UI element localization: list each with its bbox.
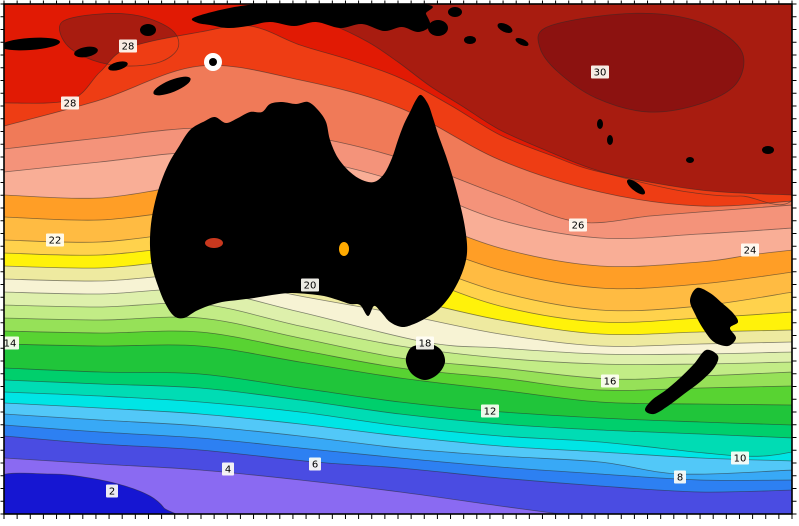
label-box: [416, 336, 434, 350]
label-box: [301, 278, 319, 292]
label-box: [106, 484, 118, 498]
contour-labels: 28 28 30 26 24 22 20 18 16 14 12 10 8 6 4 2: [4, 39, 759, 498]
isotherm-line-10: [4, 391, 792, 457]
label-box: [741, 243, 759, 257]
label-value: 30: [594, 68, 607, 79]
label-value: 6: [312, 460, 318, 471]
land-new-zealand-south-island: [644, 349, 719, 415]
label-value: 8: [677, 473, 683, 484]
land-new-zealand-north-island: [689, 287, 739, 347]
land-small-island-2: [108, 61, 128, 71]
contour-label-6: 6: [309, 457, 321, 471]
land-tasmania: [405, 343, 446, 380]
isotherm-line-17: [4, 302, 792, 365]
isotherm-line-8: [4, 413, 792, 475]
land-small-island-3: [140, 24, 156, 36]
label-box: [222, 462, 234, 476]
isotherm-line-7: [4, 424, 792, 481]
coldest-region: [4, 473, 177, 514]
ringed-island: [209, 58, 217, 66]
land-small-island-11: [607, 135, 613, 145]
land-small-island-5: [428, 20, 448, 36]
label-value: 2: [109, 487, 115, 498]
isotherm-line-12: [4, 367, 792, 426]
contour-label-30: 30: [591, 65, 609, 79]
contour-label-2: 2: [106, 484, 118, 498]
contour-label-10: 10: [731, 451, 749, 465]
below-2-outline: [4, 472, 178, 514]
contour-label-18: 18: [416, 336, 434, 350]
landmasses: [4, 4, 774, 415]
land-small-island-14: [686, 157, 694, 163]
contour-label-16: 16: [601, 374, 619, 388]
land-small-island-7: [464, 36, 476, 44]
isotherm-line-16: [4, 316, 792, 380]
isotherm-line-11: [4, 379, 792, 439]
isotherm-line-4: [4, 457, 561, 514]
label-value: 10: [734, 454, 747, 465]
contour-label-14: 14: [4, 336, 19, 350]
label-value: 24: [744, 246, 757, 257]
land-small-island-6: [448, 7, 462, 17]
label-box: [601, 374, 619, 388]
label-box: [731, 451, 749, 465]
contour-label-28: 28: [61, 96, 79, 110]
land-new-guinea: [191, 4, 433, 33]
contour-label-22: 22: [46, 233, 64, 247]
inland-lake-1: [205, 238, 223, 248]
label-value: 28: [64, 99, 77, 110]
label-value: 28: [122, 42, 135, 53]
label-value: 20: [304, 281, 317, 292]
land-australia: [149, 94, 468, 328]
label-value: 22: [49, 236, 62, 247]
contour-label-8: 8: [674, 470, 686, 484]
label-box: [4, 336, 19, 350]
land-small-island-9: [515, 37, 529, 47]
land-small-island-13: [762, 146, 774, 154]
land-small-island-4: [153, 76, 191, 96]
land-small-island-12: [626, 179, 646, 195]
isotherm-line-15: [4, 330, 792, 391]
label-box: [61, 96, 79, 110]
isotherm-line-6: [4, 435, 792, 493]
label-value: 18: [419, 339, 432, 350]
label-value: 12: [484, 407, 497, 418]
contour-label-20: 20: [301, 278, 319, 292]
label-box: [569, 218, 587, 232]
label-box: [119, 39, 137, 53]
label-box: [481, 404, 499, 418]
contour-label-4: 4: [222, 462, 234, 476]
label-value: 4: [225, 465, 231, 476]
maroon-above-30-outline: [537, 12, 745, 113]
maroon-above-30: [537, 13, 744, 113]
contour-label-26: 26: [569, 218, 587, 232]
isotherm-line-9: [4, 402, 792, 462]
label-box: [46, 233, 64, 247]
label-value: 16: [604, 377, 617, 388]
land-small-island-10: [597, 119, 603, 129]
land-small-island-0: [4, 37, 60, 51]
label-value: 26: [572, 221, 585, 232]
below-2: [4, 473, 177, 514]
label-value: 14: [4, 339, 17, 350]
inland-lake-0: [339, 242, 349, 256]
contour-label-28: 28: [119, 39, 137, 53]
label-box: [674, 470, 686, 484]
contour-label-12: 12: [481, 404, 499, 418]
contour-label-24: 24: [741, 243, 759, 257]
label-box: [591, 65, 609, 79]
land-small-island-1: [74, 46, 98, 58]
land-small-island-8: [497, 23, 513, 33]
isotherm-line-27: [4, 65, 792, 207]
label-box: [309, 457, 321, 471]
